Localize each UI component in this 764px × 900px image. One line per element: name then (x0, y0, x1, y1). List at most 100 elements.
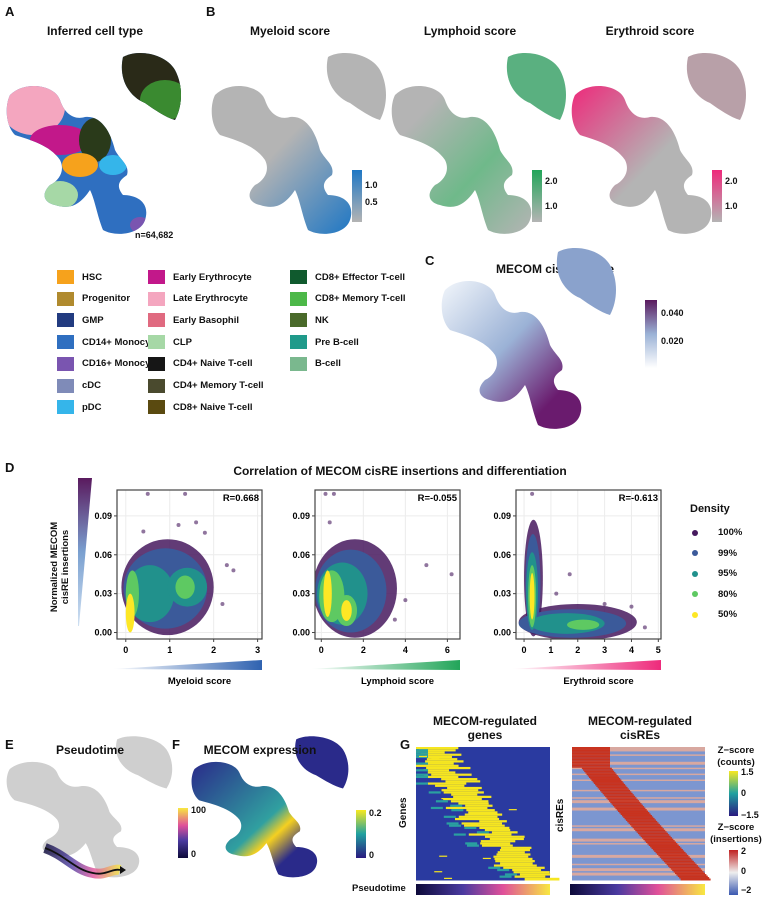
legend-item: CLP (148, 335, 192, 350)
density-legend-item: 100% (692, 527, 742, 538)
gene-row-peak (489, 837, 524, 841)
data-point (331, 491, 336, 496)
x-axis-label: Erythroid score (563, 676, 633, 687)
cisre-row-peak (636, 831, 667, 834)
panel-label-f: F (172, 737, 180, 752)
counts-legend-title: Z−score (counts) (708, 745, 764, 769)
cisre-row-peak (607, 798, 638, 801)
data-point (176, 522, 181, 527)
gene-row-peak (500, 862, 533, 865)
cisre-row-peak (572, 755, 610, 758)
x-tick-label: 4 (629, 645, 634, 655)
cisre-row-peak (618, 810, 649, 813)
y-tick-label: 0.06 (94, 550, 112, 560)
gene-row-peak (445, 780, 481, 783)
cisre-row-peak (666, 863, 697, 866)
cisre-row-peak (587, 775, 618, 778)
panel-label-b: B (206, 4, 216, 19)
legend-swatch (148, 291, 165, 306)
cisre-row-peak (598, 788, 629, 791)
density-label: 50% (718, 609, 738, 620)
scatter-plot-2: R=-0.055 0.00 0.03 0.06 0.09 0 2 4 6 Lymphoid sco… (292, 489, 461, 687)
correlation-annotation: R=-0.613 (619, 493, 658, 504)
legend-item: CD14+ Monocyte (57, 335, 159, 350)
panel-label-a: A (5, 4, 15, 19)
cisre-heatmap-title: MECOM-regulated cisREs (575, 714, 705, 742)
insertions-tick: 2 (741, 846, 747, 856)
legend-item: cDC (57, 378, 101, 393)
x-tick-label: 0 (522, 645, 527, 655)
gene-row-peak (480, 842, 511, 846)
legend-label: CD8+ Memory T-cell (315, 293, 406, 305)
genes-title-line1: MECOM-regulated (432, 714, 537, 728)
panel-label-c: C (425, 253, 435, 268)
gene-row-peak (445, 806, 488, 810)
gene-row-peak (441, 778, 478, 781)
density-label: 99% (718, 547, 738, 559)
density-legend-item: 95% (692, 568, 737, 579)
cisre-row-peak (641, 837, 672, 840)
cisre-row-peak (592, 780, 623, 783)
x-tick-label: 0 (123, 645, 128, 655)
legend-item: GMP (57, 313, 104, 328)
gene-row-peak (484, 829, 511, 832)
density-legend-item: 50% (692, 609, 737, 620)
cisre-row-peak (640, 835, 671, 838)
legend-label: pDC (82, 401, 102, 413)
legend-label: Early Basophil (173, 314, 239, 326)
cisre-row-peak (572, 764, 610, 767)
correlation-annotation: R=0.668 (223, 493, 259, 504)
gene-row-peak (423, 769, 450, 772)
density-region-80pct (567, 619, 600, 630)
pseudotime-axis-label: Pseudotime (352, 883, 406, 894)
legend-label: Progenitor (82, 293, 131, 305)
x-gradient-triangle (310, 660, 460, 670)
cisre-row-peak (673, 871, 704, 874)
cisre-row-peak (602, 792, 633, 795)
legend-label: HSC (82, 271, 103, 283)
legend-swatch (57, 313, 74, 328)
cisre-row-peak (679, 877, 710, 880)
gene-row-peak (491, 831, 518, 834)
erythroid-colorbar (712, 170, 722, 222)
cisre-row-peak (647, 843, 678, 846)
gene-row-peak (468, 833, 512, 837)
x-tick-label: 1 (548, 645, 553, 655)
gene-row-peak (441, 789, 479, 792)
gene-row-peak (500, 846, 532, 850)
insertions-legend-title: Z−score (insertions) (708, 822, 764, 846)
cisre-row-peak (583, 769, 614, 772)
pseudotime-tick: 0 (191, 849, 197, 859)
x-tick-label: 6 (445, 645, 450, 655)
data-point (183, 491, 188, 496)
cisre-row-peak (596, 785, 627, 788)
gene-row-peak (503, 866, 545, 870)
gene-row-peak (494, 857, 533, 861)
cisre-row-peak (590, 778, 621, 781)
cisre-row-peak (672, 869, 703, 872)
gene-row-peak (424, 755, 452, 759)
legend-swatch (57, 400, 74, 415)
legend-swatch (57, 356, 74, 371)
myeloid-title: Myeloid score (249, 24, 331, 38)
cisre-pseudotime-bar (570, 884, 705, 895)
gene-row-peak (416, 747, 459, 750)
cisre-row-peak (572, 757, 610, 760)
gene-row-peak (466, 809, 495, 812)
cisre-row-peak (616, 809, 647, 812)
legend-label: B-cell (315, 358, 341, 370)
y-tick-label: 0.06 (493, 550, 511, 560)
gene-row-peak (424, 775, 459, 779)
insertions-tick: 0 (741, 866, 747, 876)
legend-swatch (57, 378, 74, 393)
legend-label: CD8+ Naive T-cell (173, 401, 253, 413)
umap-cisre-score (441, 248, 616, 429)
erythroid-tick: 1.0 (725, 201, 738, 211)
gene-row-peak (443, 797, 482, 801)
legend-item: CD4+ Naive T-cell (148, 356, 252, 371)
cisre-row-peak (584, 770, 615, 773)
cisre-row-peak (655, 851, 686, 854)
umap-lymphoid-score (391, 53, 566, 234)
gene-row-peak (425, 760, 464, 764)
scatter-plot-3: R=-0.613 0.00 0.03 0.06 0.09 0 1 2 3 4 5 Erythroid … (493, 489, 662, 687)
